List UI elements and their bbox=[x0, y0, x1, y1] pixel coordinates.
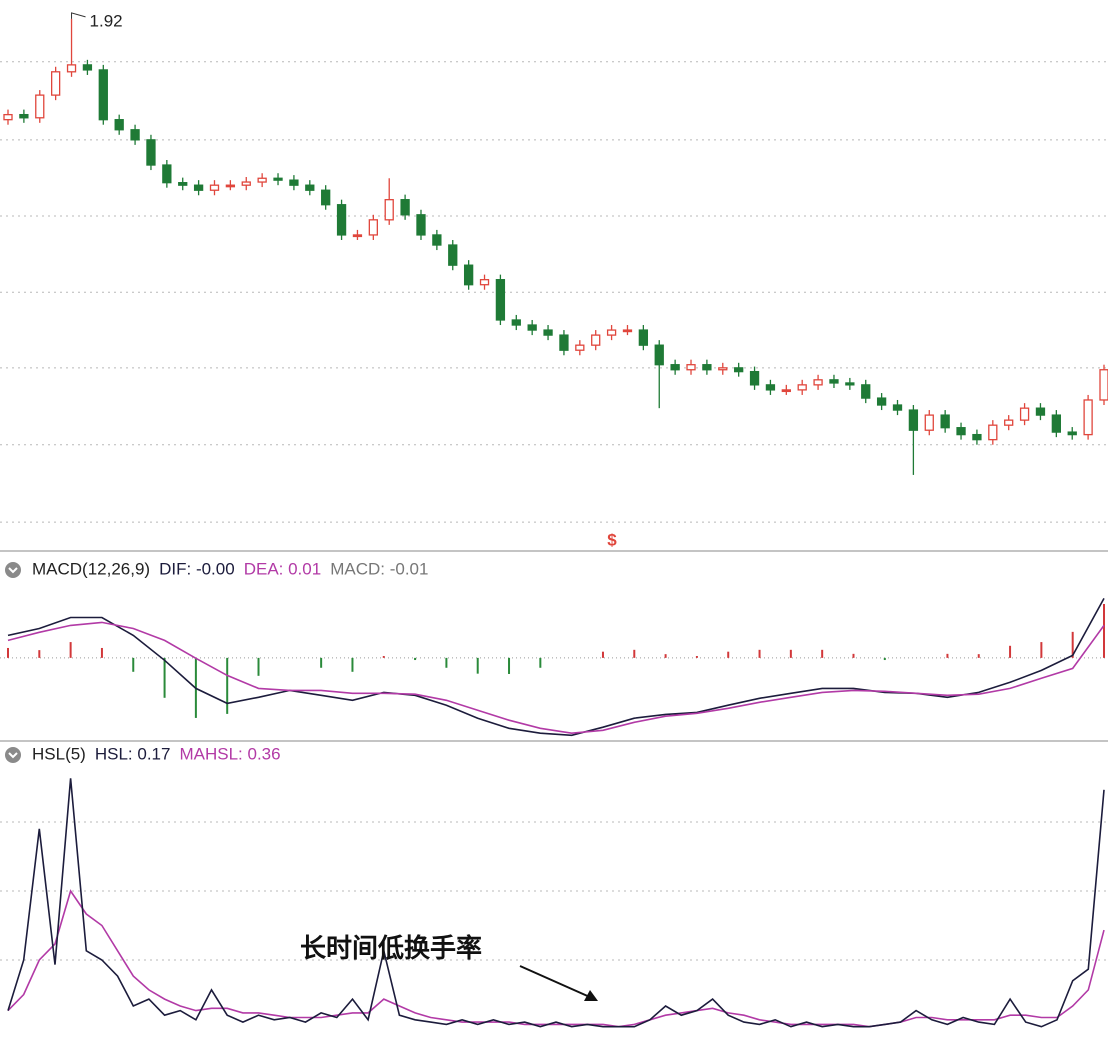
legend-entry: DIF: -0.00 bbox=[159, 559, 235, 578]
candle-body bbox=[273, 177, 283, 181]
indicator-title: MACD(12,26,9) bbox=[32, 559, 150, 578]
candle-body bbox=[861, 384, 871, 399]
candle-body bbox=[527, 324, 537, 331]
candle-body bbox=[876, 397, 887, 406]
candle-body bbox=[1004, 419, 1014, 426]
collapse-icon bbox=[5, 747, 21, 763]
candle-body bbox=[718, 367, 728, 371]
candle-body bbox=[543, 329, 553, 336]
event-marker: $ bbox=[607, 530, 617, 549]
candle-body bbox=[19, 113, 29, 119]
candle-body bbox=[400, 199, 410, 216]
annotation-arrow bbox=[519, 965, 593, 999]
candle-body bbox=[1067, 431, 1077, 436]
candle-body bbox=[845, 382, 855, 386]
candle-body bbox=[559, 334, 569, 351]
candle-body bbox=[829, 379, 839, 384]
candle-body bbox=[1035, 407, 1046, 416]
candle-body bbox=[51, 71, 61, 96]
candle-body bbox=[591, 334, 601, 346]
candle-body bbox=[781, 389, 791, 393]
candle-body bbox=[511, 319, 521, 326]
candle-body bbox=[162, 164, 172, 184]
candle-body bbox=[940, 414, 950, 429]
candle-body bbox=[575, 344, 585, 351]
candle-body bbox=[638, 329, 649, 346]
candle-body bbox=[209, 184, 220, 191]
indicator-line bbox=[7, 778, 1105, 1028]
candle-body bbox=[432, 234, 442, 246]
legend-entry: MACD: -0.01 bbox=[330, 559, 428, 578]
candle-body bbox=[416, 214, 426, 236]
collapse-chevron bbox=[8, 752, 18, 759]
candle-body bbox=[479, 279, 490, 286]
candle-body bbox=[924, 414, 934, 431]
candle-body bbox=[495, 279, 506, 321]
candle-body bbox=[448, 244, 458, 266]
candle-body bbox=[257, 177, 267, 183]
candle-body bbox=[178, 182, 188, 186]
indicator-line bbox=[7, 889, 1105, 1028]
candle-body bbox=[749, 370, 760, 386]
candle-body bbox=[146, 139, 156, 166]
candle-body bbox=[908, 409, 919, 431]
candle-body bbox=[670, 364, 680, 371]
candle-body bbox=[35, 94, 45, 119]
candle-body bbox=[734, 367, 744, 373]
candle-body bbox=[1019, 407, 1030, 421]
candle-body bbox=[130, 129, 140, 141]
candle-body bbox=[765, 384, 776, 391]
candle-body bbox=[654, 344, 664, 366]
peak-pointer bbox=[71, 12, 86, 19]
candle-body bbox=[686, 364, 696, 371]
candle-body bbox=[892, 404, 903, 411]
candle-body bbox=[702, 364, 712, 371]
candle-body bbox=[114, 119, 124, 131]
legend-entry: HSL: 0.17 bbox=[95, 744, 171, 763]
candle-body bbox=[972, 433, 982, 441]
candle-body bbox=[193, 184, 204, 191]
legend-entry: MAHSL: 0.36 bbox=[179, 744, 280, 763]
annotation: 长时间低换手率 bbox=[300, 933, 482, 963]
candle-body bbox=[797, 384, 807, 391]
candle-body bbox=[813, 379, 823, 386]
candle-body bbox=[66, 64, 77, 73]
candle-body bbox=[336, 204, 347, 236]
candle-body bbox=[1083, 399, 1093, 436]
candle-body bbox=[305, 184, 315, 191]
candle-body bbox=[3, 113, 13, 121]
candle-body bbox=[1099, 369, 1108, 401]
candle-body bbox=[368, 219, 378, 236]
candle-body bbox=[98, 69, 108, 121]
indicator-title: HSL(5) bbox=[32, 744, 86, 763]
collapse-icon bbox=[5, 562, 21, 578]
candle-body bbox=[82, 64, 93, 71]
candle-body bbox=[352, 234, 363, 238]
legend-entry: DEA: 0.01 bbox=[244, 559, 322, 578]
candle-body bbox=[384, 199, 394, 221]
candle-body bbox=[463, 264, 474, 286]
candle-body bbox=[1051, 414, 1061, 433]
indicator-line bbox=[7, 621, 1105, 735]
candle-body bbox=[988, 424, 998, 441]
candle-body bbox=[956, 427, 966, 436]
candle-body bbox=[241, 181, 251, 186]
candle-body bbox=[225, 184, 236, 188]
peak-label: 1.92 bbox=[90, 11, 123, 30]
candle-body bbox=[622, 329, 633, 333]
candle-body bbox=[321, 189, 331, 206]
annotation-arrowhead bbox=[584, 990, 598, 1001]
collapse-chevron bbox=[8, 567, 18, 574]
candle-body bbox=[289, 179, 299, 186]
candle-body bbox=[606, 329, 617, 336]
